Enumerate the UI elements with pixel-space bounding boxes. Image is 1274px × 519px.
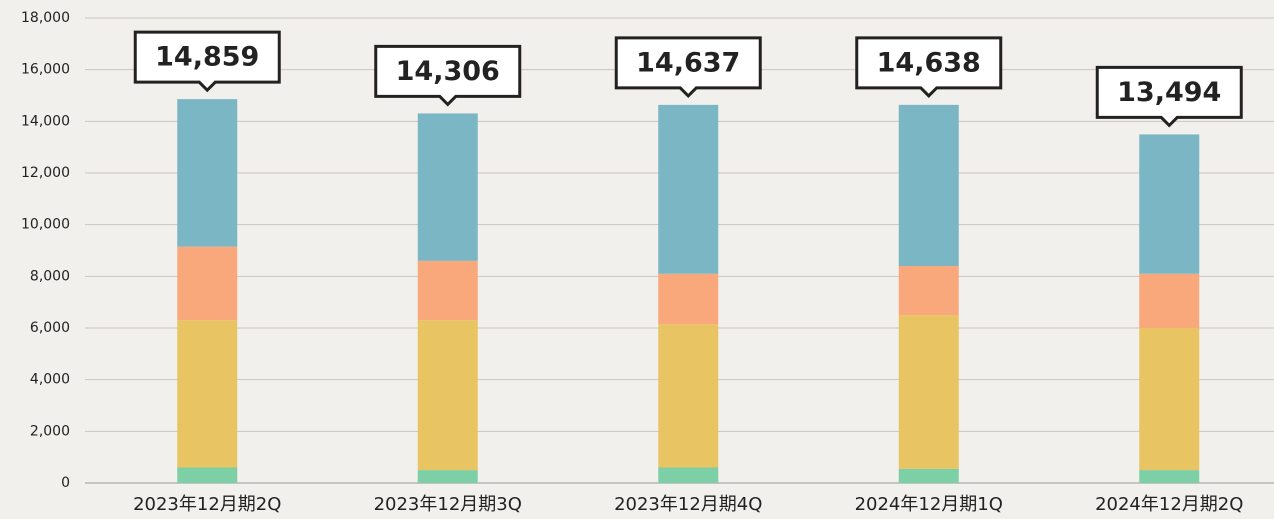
x-tick-label: 2023年12月期4Q	[614, 494, 762, 515]
bar-segment	[658, 324, 719, 468]
y-tick-label: 2,000	[30, 423, 70, 439]
bar-segment	[417, 320, 478, 471]
y-tick-label: 12,000	[21, 165, 70, 181]
y-tick-label: 10,000	[21, 217, 70, 233]
bar-segment	[898, 266, 959, 316]
bar-segment	[658, 273, 719, 325]
y-tick-label: 4,000	[30, 372, 70, 388]
total-label: 14,637	[636, 47, 740, 78]
bar-segment	[658, 104, 719, 274]
bar-segment	[177, 320, 238, 468]
x-tick-label: 2023年12月期3Q	[374, 494, 522, 515]
y-tick-label: 14,000	[21, 113, 70, 129]
total-callout	[855, 36, 1003, 98]
x-tick-label: 2023年12月期2Q	[133, 494, 281, 515]
y-tick-label: 16,000	[21, 62, 70, 78]
total-callout	[133, 30, 281, 93]
y-tick-label: 8,000	[30, 268, 70, 284]
total-callout	[1095, 65, 1243, 128]
x-tick-label: 2024年12月期2Q	[1095, 494, 1243, 515]
bar-segment	[1139, 134, 1200, 274]
y-tick-label: 18,000	[21, 10, 70, 26]
x-tick-label: 2024年12月期1Q	[855, 494, 1003, 515]
total-label: 13,494	[1117, 77, 1221, 108]
y-tick-label: 6,000	[30, 320, 70, 336]
y-tick-label: 0	[61, 475, 70, 491]
total-label: 14,638	[877, 47, 981, 78]
bar-segment	[177, 246, 238, 321]
bar-segment	[177, 99, 238, 247]
bar-segment	[1139, 328, 1200, 471]
bar-segment	[898, 468, 959, 483]
bar-segment	[898, 315, 959, 469]
bar-segment	[658, 467, 719, 483]
bar-segment	[1139, 470, 1200, 483]
bar-segment	[417, 470, 478, 483]
total-callout	[614, 36, 762, 98]
total-label: 14,306	[396, 56, 500, 87]
bar-segment	[1139, 273, 1200, 328]
bar-segment	[898, 104, 959, 266]
total-label: 14,859	[155, 42, 259, 73]
bar-segment	[417, 113, 478, 261]
total-callout	[374, 44, 522, 107]
bar-segment	[417, 260, 478, 321]
bar-segment	[177, 467, 238, 483]
